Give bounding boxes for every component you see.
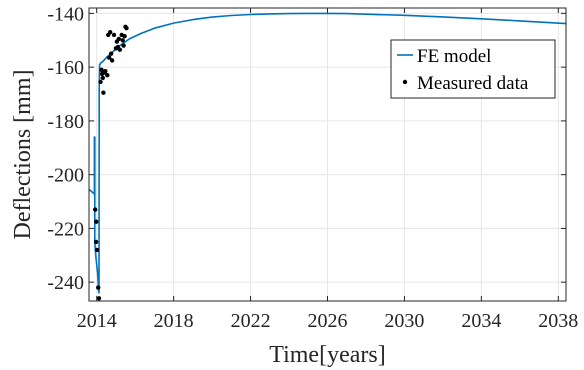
x-tick-label: 2014	[77, 310, 117, 332]
measured-data-point	[100, 75, 106, 81]
measured-data-point	[120, 38, 125, 43]
measured-data-point	[105, 73, 110, 78]
legend-box	[390, 39, 556, 99]
measured-data-point	[109, 58, 115, 63]
x-tick-label: 2034	[461, 310, 501, 332]
x-tick-label: 2022	[231, 310, 271, 332]
measured-data-point	[108, 51, 114, 56]
y-tick-label: -240	[47, 272, 84, 294]
y-tick-label: -160	[47, 57, 84, 79]
series-layer	[88, 12, 567, 301]
x-tick-label: 2018	[154, 310, 194, 332]
measured-data-point	[101, 90, 106, 95]
measured-data-point	[99, 67, 104, 73]
measured-data-point	[93, 239, 99, 245]
measured-data-point	[107, 55, 112, 60]
legend-dot-swatch	[402, 79, 408, 85]
measured-data-point	[117, 47, 123, 52]
measured-data-point	[94, 219, 99, 224]
measured-data-point	[94, 247, 100, 253]
legend: FE model Measured data	[390, 39, 556, 99]
x-tick-label: 2038	[538, 310, 578, 332]
measured-data-point	[116, 36, 122, 42]
y-tick-label: -220	[47, 218, 84, 240]
x-axis-label: Time[years]	[269, 342, 385, 368]
measured-data-point	[96, 285, 101, 290]
grid-lines	[89, 8, 566, 301]
measured-data-point	[98, 79, 103, 85]
y-tick-label: -180	[47, 111, 84, 133]
measured-data-point	[96, 296, 102, 301]
axis-tick-labels: 2014 2018 2022 2026 2030 2034 2038 -240 -220 -200…	[47, 3, 578, 332]
measured-data-point	[93, 207, 98, 212]
measured-data-point	[111, 32, 117, 38]
measured-data-point	[108, 30, 113, 35]
x-tick-label: 2030	[384, 310, 424, 332]
measured-data-point	[103, 69, 108, 74]
measured-data-point	[124, 26, 129, 31]
axis-ticks	[89, 8, 566, 301]
measured-data-point	[122, 34, 127, 39]
y-tick-label: -140	[47, 3, 84, 25]
x-tick-label: 2026	[308, 310, 348, 332]
y-axis-label: Deflections [mm]	[10, 70, 36, 240]
legend-label-measured-data: Measured data	[417, 73, 529, 94]
measured-data-point	[121, 43, 126, 48]
series-line-fe-model	[88, 12, 567, 294]
y-tick-label: -200	[47, 165, 84, 187]
legend-label-fe-model: FE model	[417, 46, 491, 67]
